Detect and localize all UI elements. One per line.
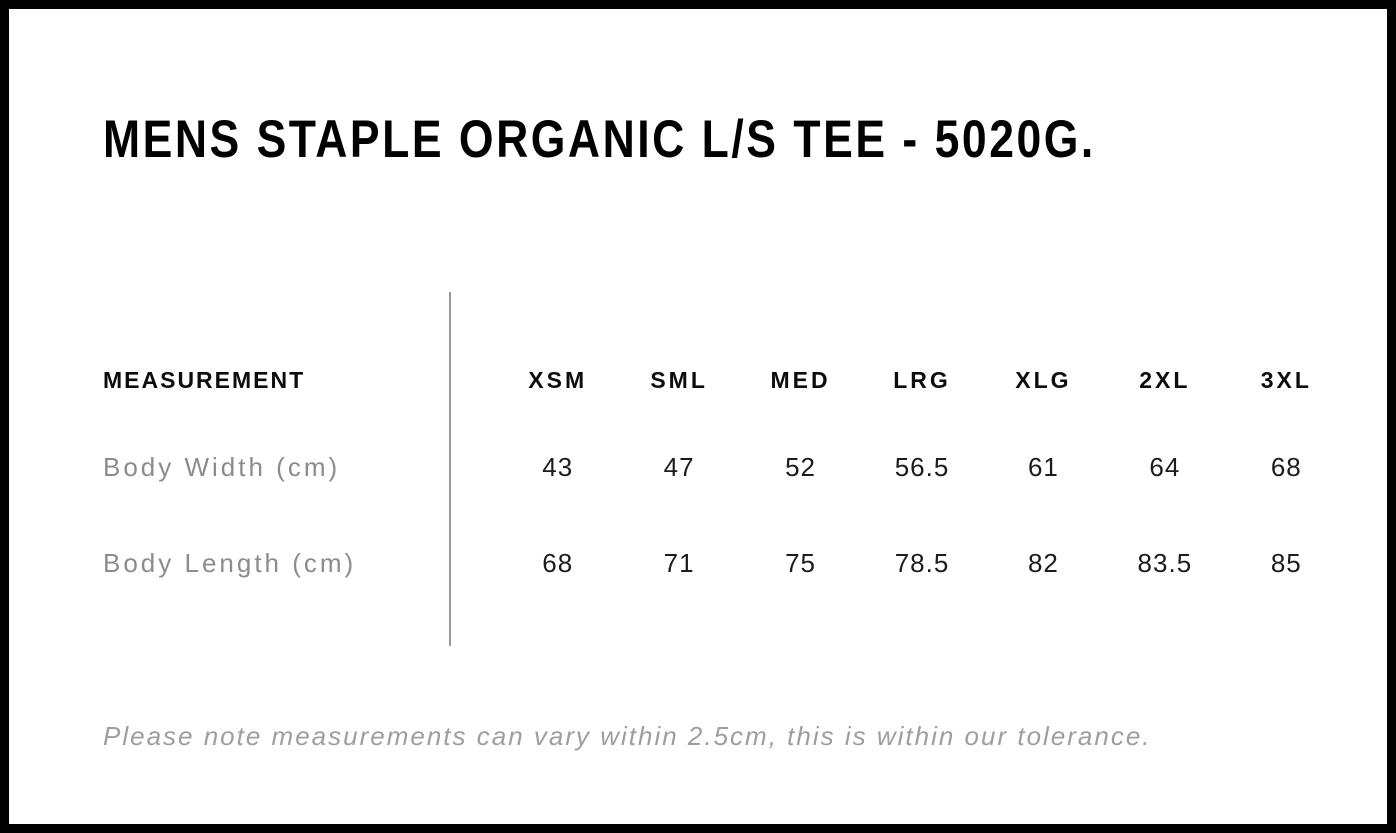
value-cell: 61 (1027, 451, 1059, 482)
measurement-column-header: MEASUREMENT (103, 366, 306, 393)
value-cell: 52 (785, 451, 817, 482)
tolerance-note: Please note measurements can vary within… (103, 721, 1152, 751)
size-header-xlg: XLG (1015, 366, 1072, 393)
size-header-sml: SML (650, 366, 708, 393)
value-cell: 68 (542, 547, 574, 578)
value-cell: 43 (542, 451, 574, 482)
value-cell: 82 (1027, 547, 1059, 578)
row-label-body-length: Body Length (cm) (103, 547, 357, 578)
table-divider-line (449, 292, 451, 646)
value-cell: 85 (1270, 547, 1302, 578)
size-header-xsm: XSM (528, 366, 588, 393)
value-cell: 78.5 (894, 547, 950, 578)
value-cell: 83.5 (1137, 547, 1193, 578)
size-header-lrg: LRG (893, 366, 951, 393)
value-cell: 56.5 (894, 451, 950, 482)
value-cell: 71 (663, 547, 695, 578)
value-cell: 68 (1270, 451, 1302, 482)
size-table: MEASUREMENT XSM SML MED LRG XLG 2XL 3XL … (103, 341, 1347, 611)
size-header-2xl: 2XL (1139, 366, 1191, 393)
size-header-med: MED (770, 366, 831, 393)
value-cell: 75 (785, 547, 817, 578)
page-title: MENS STAPLE ORGANIC L/S TEE - 5020G. (103, 110, 1096, 169)
row-label-body-width: Body Width (cm) (103, 451, 341, 482)
value-cell: 47 (663, 451, 695, 482)
size-header-3xl: 3XL (1260, 366, 1312, 393)
value-cell: 64 (1149, 451, 1181, 482)
